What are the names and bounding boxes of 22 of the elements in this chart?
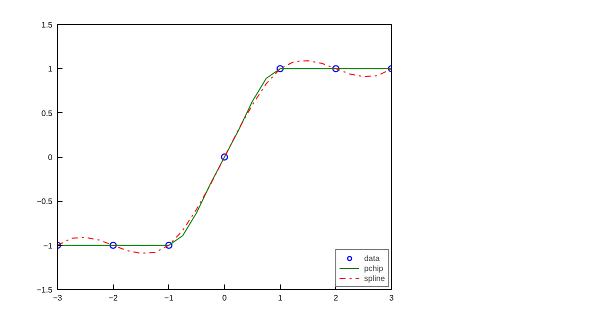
y-tick-label: 0.5 bbox=[41, 108, 54, 118]
point bbox=[110, 242, 117, 249]
point bbox=[220, 153, 228, 161]
y-tick-label: −1 bbox=[43, 241, 54, 250]
point bbox=[165, 242, 172, 249]
x-tick-label: −2 bbox=[108, 294, 118, 302]
point bbox=[332, 65, 340, 72]
legend-label: spline bbox=[364, 273, 385, 283]
x-tick-label: 2 bbox=[334, 294, 339, 302]
x-tick-label: 0 bbox=[222, 294, 228, 302]
y-tick-label: 1.5 bbox=[41, 20, 54, 30]
point bbox=[276, 65, 284, 72]
x-tick-label: 1 bbox=[278, 294, 283, 302]
legend-label: pchip bbox=[364, 263, 384, 273]
y-tick-label: −0.5 bbox=[36, 197, 54, 206]
x-tick-label: −3 bbox=[52, 294, 63, 302]
x-tick-label: 3 bbox=[389, 294, 394, 302]
x-tick-label: −1 bbox=[164, 294, 174, 302]
legend-label: data bbox=[364, 253, 381, 263]
y-tick-label: 1 bbox=[48, 64, 54, 74]
y-tick-label: −1.5 bbox=[36, 286, 54, 294]
y-tick-label: 0 bbox=[48, 153, 54, 162]
